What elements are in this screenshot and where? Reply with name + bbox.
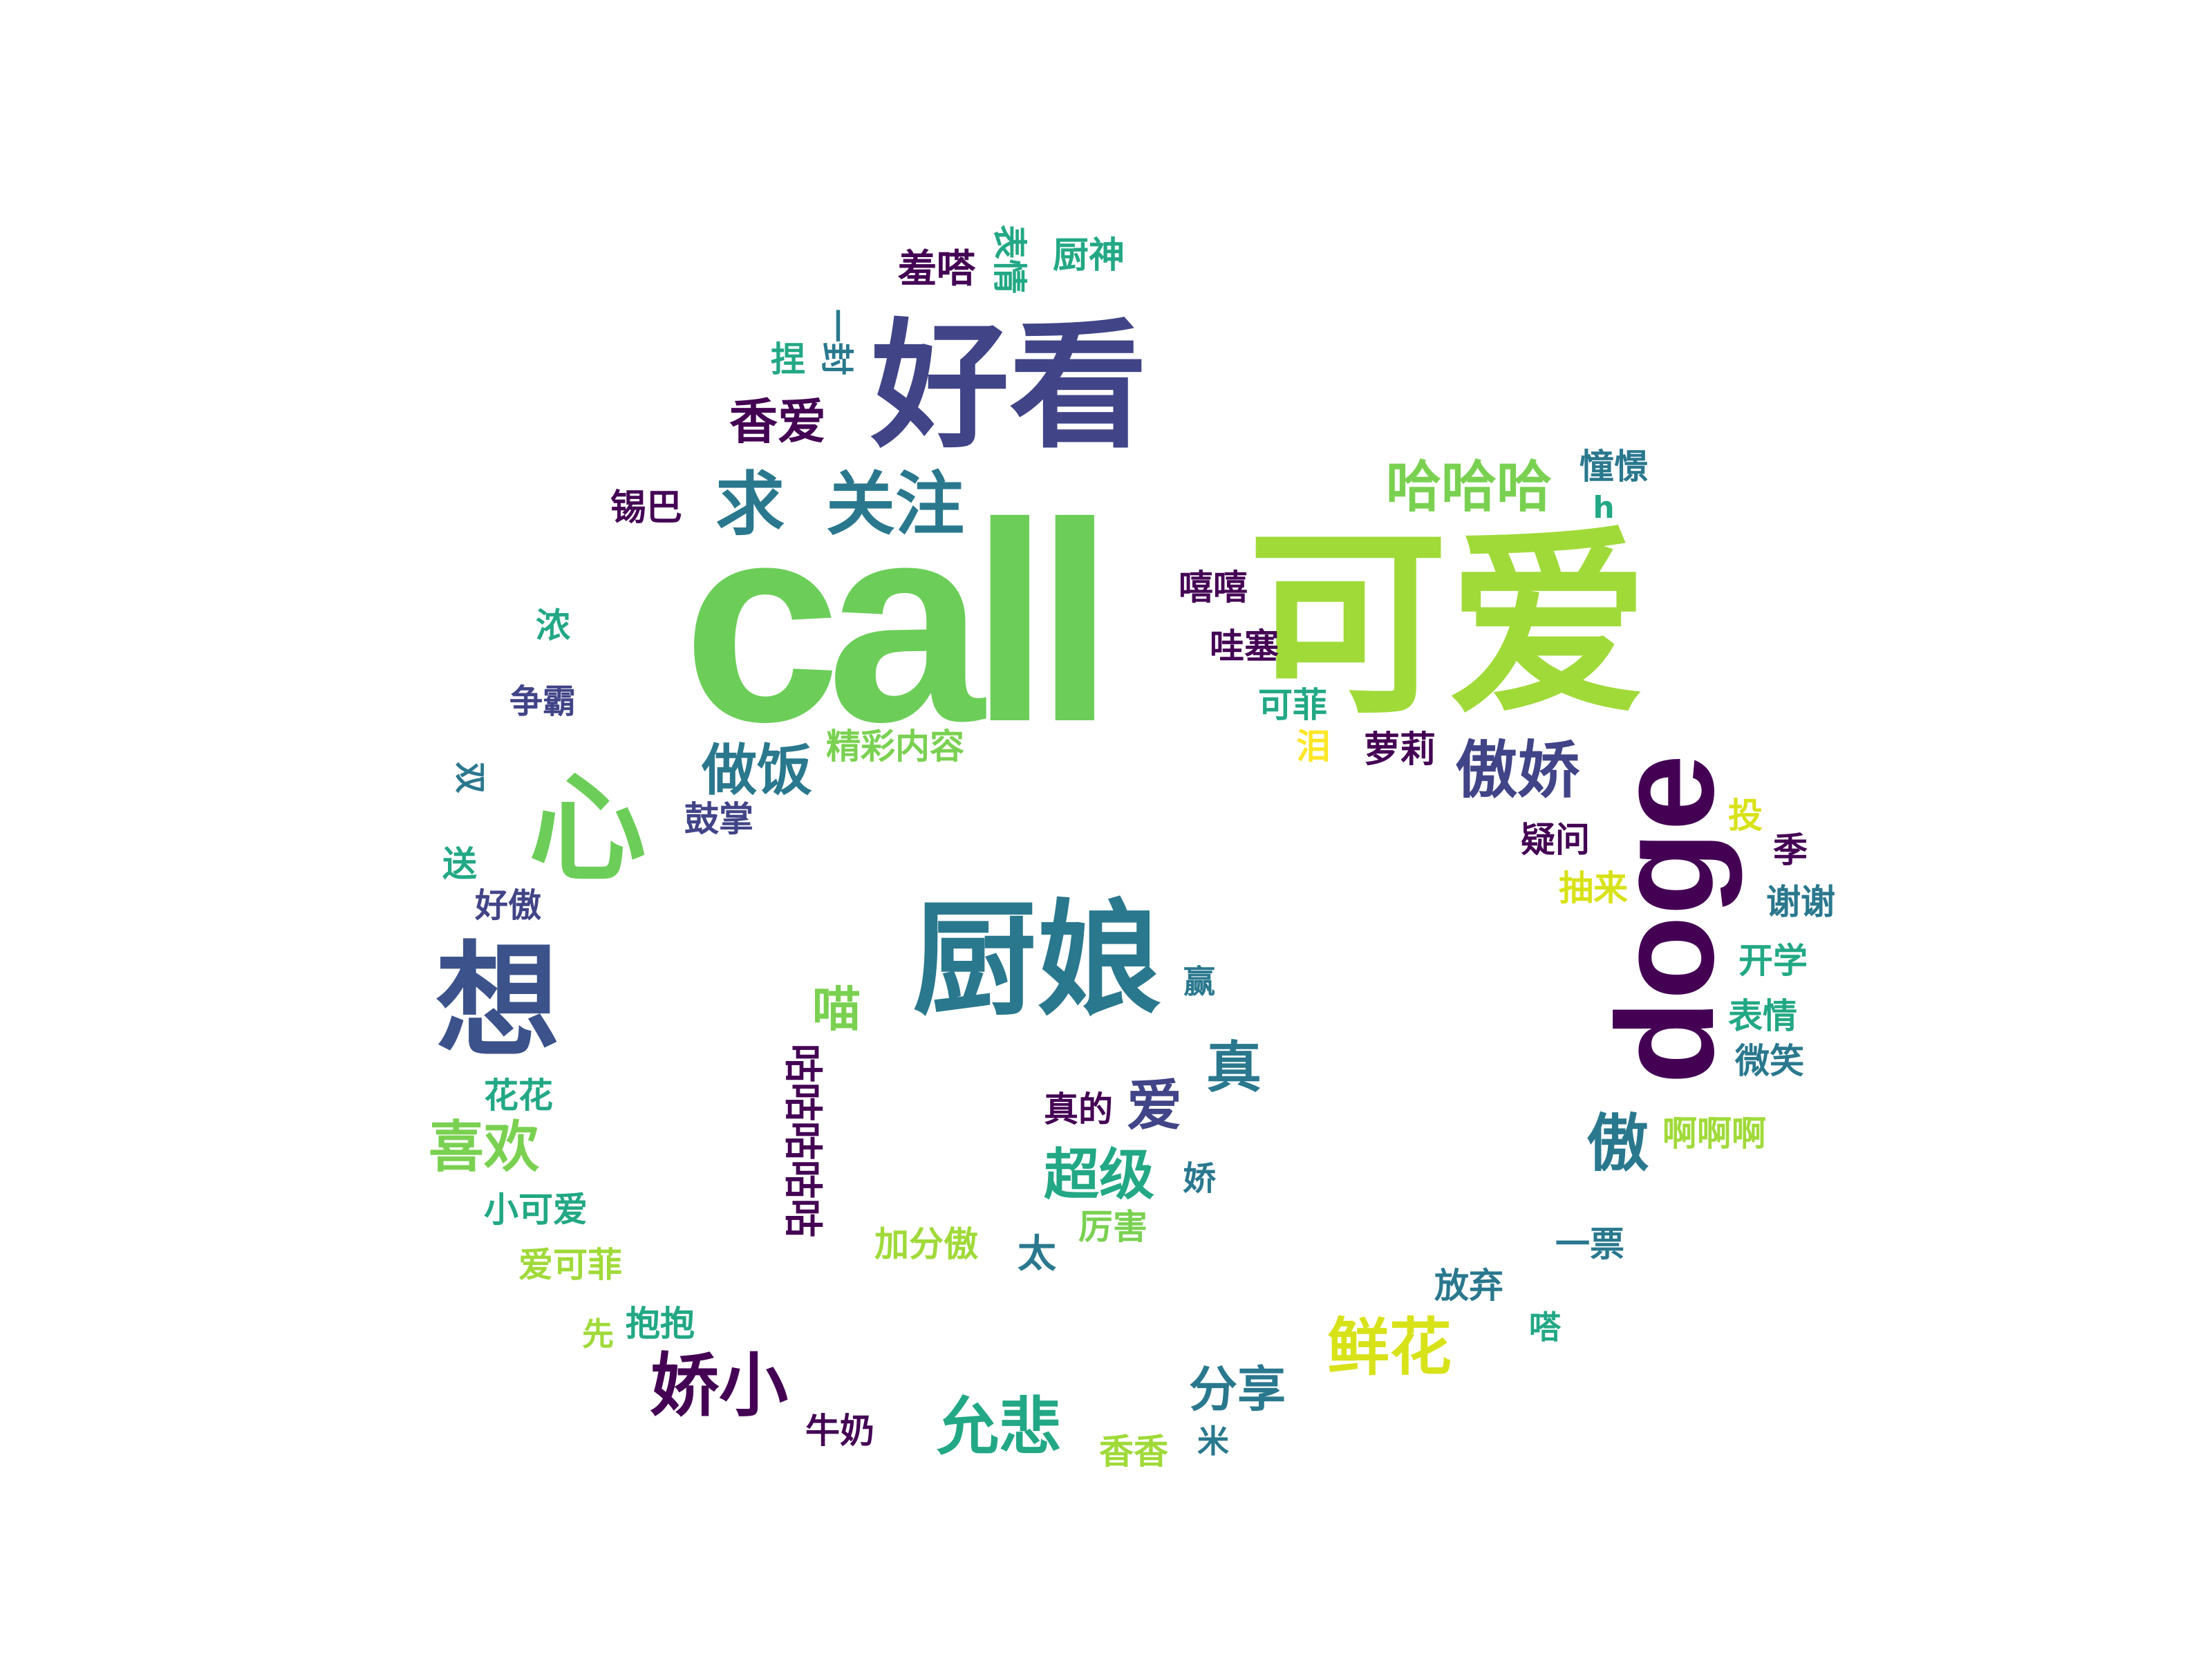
word-ai: 爱 <box>1127 1074 1182 1138</box>
word-da: 嗒 <box>1529 1309 1561 1346</box>
word-qiu: 求 <box>715 464 785 545</box>
word-h: h <box>1593 490 1615 525</box>
word-xiangxiang: 香香 <box>1099 1432 1168 1472</box>
word-miao: 喵 <box>812 981 861 1038</box>
word-jiaoxiao: 娇小 <box>650 1345 788 1426</box>
word-haoao: 好傲 <box>474 886 542 925</box>
word-yipiao: 一票 <box>1555 1224 1624 1264</box>
word-xiba: 锡巴 <box>610 487 683 529</box>
word-jingcai: 精彩内容 <box>826 727 964 767</box>
word-lei: 泪 <box>1296 727 1331 767</box>
word-shuang: 双 <box>451 762 489 794</box>
word-hahaha: 哈哈哈 <box>1386 455 1552 519</box>
word-kefei: 可菲 <box>1258 685 1327 725</box>
word-guzhang: 鼓掌 <box>684 799 753 839</box>
word-jiao: 娇 <box>1182 1159 1217 1198</box>
word-xihuan: 喜欢 <box>429 1115 539 1179</box>
word-song: 送 <box>442 844 477 884</box>
word-chushen: 厨神 <box>1052 235 1125 276</box>
word-huahua: 花花 <box>484 1076 553 1116</box>
word-baobao: 抱抱 <box>626 1304 695 1344</box>
word-yunbei: 允悲 <box>937 1391 1061 1463</box>
word-zuofan: 做饭 <box>702 738 812 803</box>
word-zhen: 真 <box>1206 1035 1262 1100</box>
word-zhende: 真的 <box>1044 1089 1113 1130</box>
word-nie: 捏 <box>771 339 805 379</box>
word-zhengba: 争霸 <box>509 682 577 721</box>
word-jiafenao: 加分傲 <box>874 1224 978 1264</box>
word-lihai: 厉害 <box>1078 1207 1147 1247</box>
word-haokan: 好看 <box>870 306 1148 467</box>
word-chaoji: 超级 <box>1044 1143 1154 1207</box>
word-xin: 心 <box>528 761 647 898</box>
word-tou: 投 <box>1728 796 1763 836</box>
word-guanzhu: 关注 <box>826 464 964 545</box>
word-mi: 米 <box>1197 1423 1229 1460</box>
word-kaixue: 开学 <box>1738 941 1808 981</box>
word-fangqi: 放弃 <box>1434 1266 1503 1306</box>
word-choulai: 抽来 <box>1559 868 1628 908</box>
word-wasai: 哇塞 <box>1210 626 1279 666</box>
word-xiangai: 香爱 <box>729 393 826 450</box>
word-keai: 可爱 <box>1248 509 1649 742</box>
word-luoli: 萝莉 <box>1363 729 1436 771</box>
word-xiang: 想 <box>435 930 561 1074</box>
word-biaoqing-top: 表情 <box>989 225 1029 294</box>
word-call: call <box>683 464 1114 780</box>
word-chonghuang: 憧憬 <box>1580 447 1649 487</box>
word-yike: 一封 <box>817 308 856 376</box>
word-xiaokeai: 小可爱 <box>484 1190 588 1230</box>
word-biaoqing: 表情 <box>1728 996 1797 1036</box>
word-doge: doge <box>1588 754 1743 1085</box>
word-ao: 傲 <box>1586 1107 1649 1180</box>
word-chuniang: 厨娘 <box>912 888 1162 1033</box>
word-xianhua: 鲜花 <box>1327 1311 1452 1384</box>
word-gugu: 咕咕咕咕咕 <box>780 1044 825 1237</box>
word-niunai: 牛奶 <box>805 1411 874 1451</box>
word-aojiao: 傲娇 <box>1455 734 1580 807</box>
word-weixiao: 微笑 <box>1735 1041 1804 1081</box>
word-tai: 太 <box>1018 1232 1056 1277</box>
word-aaa: 啊啊啊 <box>1662 1114 1766 1154</box>
word-aikefei: 爱可菲 <box>518 1245 622 1285</box>
word-ji: 季 <box>1773 830 1808 870</box>
word-xixi: 嘻嘻 <box>1179 568 1248 608</box>
word-nong: 浓 <box>536 606 570 646</box>
word-yiwen: 疑问 <box>1521 820 1590 860</box>
word-xiuda: 羞嗒 <box>898 247 975 292</box>
word-xiexie: 谢谢 <box>1766 882 1835 922</box>
word-xian: 先 <box>582 1315 614 1353</box>
word-fenxiang: 分享 <box>1189 1361 1286 1418</box>
word-ying: 赢 <box>1183 963 1215 1000</box>
